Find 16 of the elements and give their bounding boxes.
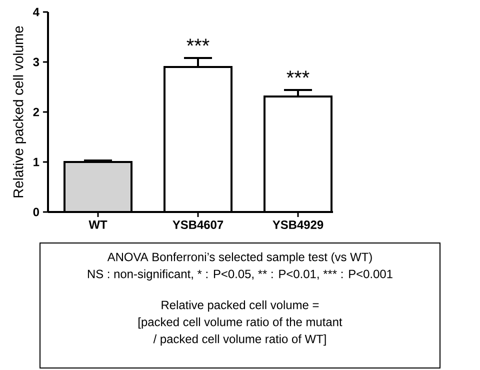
text: ANOVA Bonferroni’s selected sample test (vs WT) xyxy=(107,252,372,264)
x-tick-label: YSB4929 xyxy=(272,220,324,229)
x-tick-label: WT xyxy=(88,220,108,229)
text: / packed cell volume ratio of WT] xyxy=(153,334,326,346)
annotation: *** xyxy=(186,38,210,46)
y-tick-label: 4 xyxy=(33,8,40,16)
y-tick-label: 0 xyxy=(33,208,39,216)
x-tick-label: YSB4607 xyxy=(172,220,224,229)
text: [packed cell volume ratio of the mutant xyxy=(138,317,342,329)
y-tick-label: 3 xyxy=(33,58,40,66)
annotation: *** xyxy=(286,70,310,78)
text: NS : non-significant, * : P<0.05, ** : P<0.01, *** : P<0.001 xyxy=(88,269,392,281)
text: Relative packed cell volume = xyxy=(162,300,319,312)
y-axis-title: Relative packed cell volume xyxy=(12,26,26,198)
y-tick-label: 2 xyxy=(33,108,40,116)
y-tick-label: 1 xyxy=(34,158,40,166)
